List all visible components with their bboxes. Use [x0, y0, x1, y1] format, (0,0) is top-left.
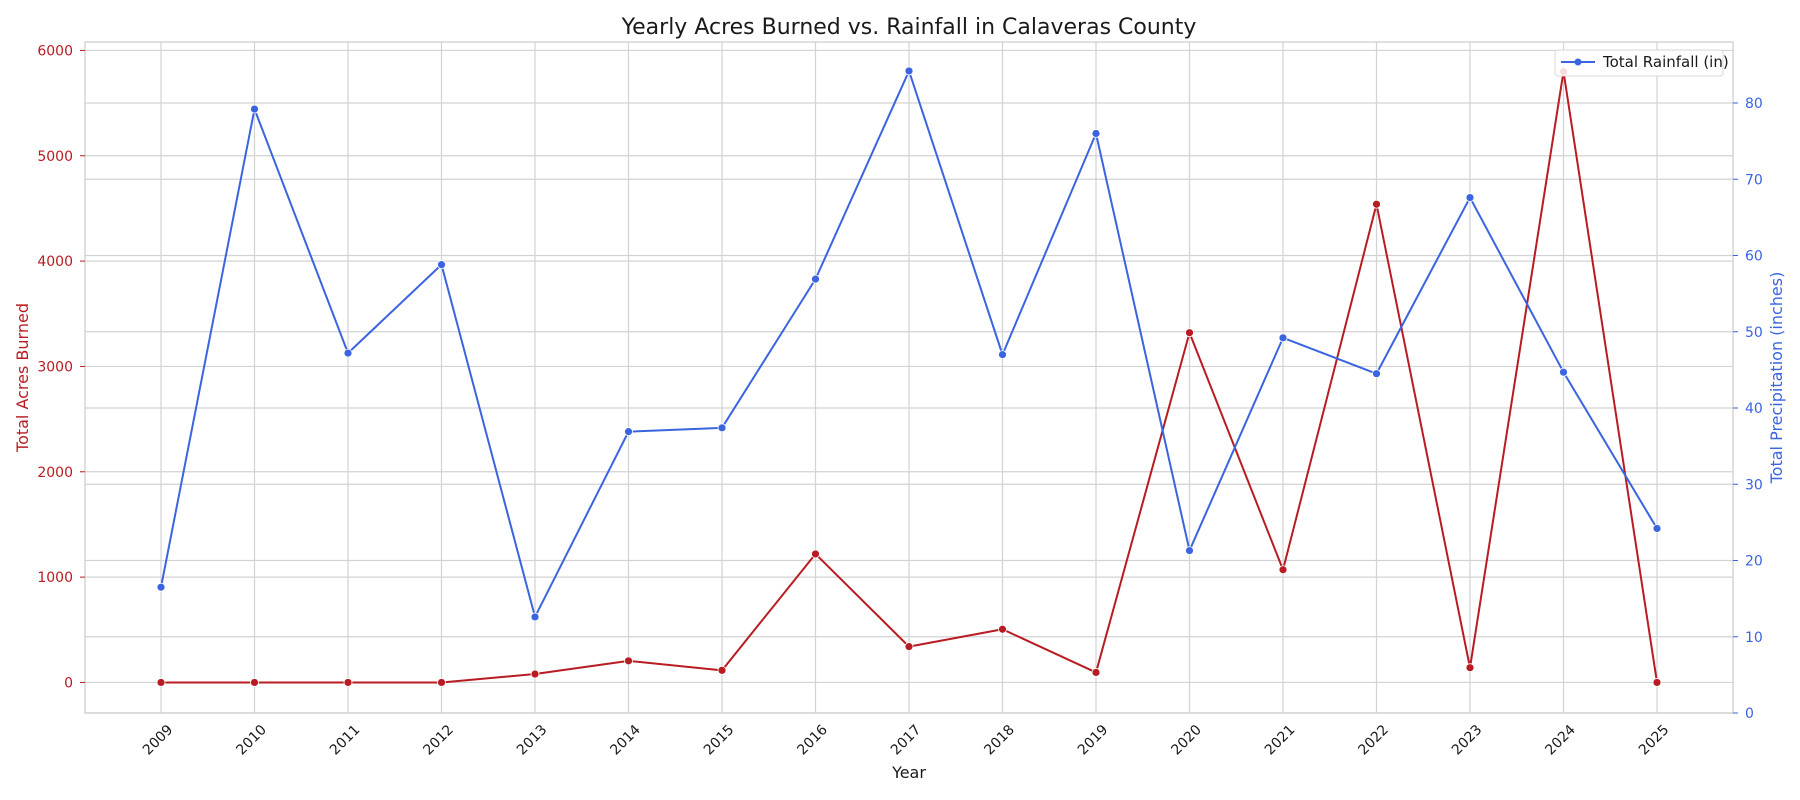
x-tick-label: 2024 [1542, 722, 1579, 759]
acres-burned-point [250, 678, 259, 687]
acres-burned-point [437, 678, 446, 687]
y-left-tick-label: 3000 [37, 359, 73, 375]
y-right-tick-label: 30 [1745, 477, 1763, 493]
legend-label-rainfall: Total Rainfall (in) [1602, 53, 1729, 71]
rainfall-point [1372, 369, 1381, 379]
acres-burned-point [1091, 668, 1101, 677]
y-right-tick-label: 60 [1745, 249, 1763, 265]
y-right-tick-label: 20 [1745, 554, 1763, 570]
acres-burned-point [156, 678, 166, 687]
x-tick-label: 2019 [1075, 722, 1112, 759]
acres-burned-point [998, 624, 1007, 634]
rainfall-point [904, 66, 914, 76]
x-tick-label: 2020 [1168, 722, 1205, 759]
legend-box [1554, 49, 1724, 77]
y-right-tick-label: 40 [1745, 401, 1763, 417]
acres-burned-point [904, 642, 914, 652]
acres-burned-point [1465, 663, 1475, 673]
acres-burned-point [1185, 328, 1194, 338]
y-right-tick-label: 70 [1745, 172, 1763, 188]
rainfall-point [1185, 546, 1194, 555]
rainfall-point [1091, 129, 1101, 138]
acres-burned-point [624, 656, 633, 666]
y-left-tick-label: 0 [64, 675, 73, 691]
acres-burned-point [530, 669, 540, 679]
rainfall-point [624, 427, 633, 437]
x-tick-label: 2016 [794, 722, 831, 759]
rainfall-point [1559, 367, 1568, 377]
y-right-tick-label: 50 [1745, 325, 1763, 341]
y-right-tick-label: 80 [1745, 96, 1763, 112]
rainfall-point [1278, 333, 1288, 343]
x-tick-label: 2010 [233, 722, 270, 759]
acres-burned-point [811, 549, 820, 559]
rainfall-point [250, 104, 259, 114]
legend-marker-swatch [1574, 58, 1582, 66]
y-left-tick-label: 1000 [37, 570, 73, 586]
acres-burned-point [1278, 565, 1288, 575]
x-tick-label: 2021 [1262, 722, 1299, 759]
x-tick-label: 2011 [327, 722, 364, 759]
rainfall-point [717, 423, 727, 433]
chart-title: Yearly Acres Burned vs. Rainfall in Cala… [621, 15, 1197, 40]
rainfall-point [437, 260, 446, 270]
acres-burned-point [717, 665, 727, 675]
x-tick-label: 2017 [888, 722, 925, 759]
y-left-tick-label: 5000 [37, 149, 73, 165]
y-left-tick-label: 4000 [37, 254, 73, 270]
x-tick-label: 2025 [1636, 722, 1673, 759]
acres-burned-point [1372, 199, 1381, 209]
y-axis-left-label: Total Acres Burned [13, 303, 32, 453]
acres-burned-point [1652, 678, 1662, 687]
rainfall-point [156, 582, 166, 592]
y-right-tick-label: 10 [1745, 630, 1763, 646]
tick-layer: 2009 2010 2011 2012 2013 2014 2015 2016 2017 2018… [37, 43, 1762, 758]
y-left-tick-label: 2000 [37, 465, 73, 481]
x-tick-label: 2022 [1355, 722, 1392, 759]
series-layer [156, 66, 1662, 687]
rainfall-point [1652, 524, 1662, 533]
x-tick-label: 2009 [140, 722, 177, 759]
rainfall-point [343, 348, 353, 358]
plot-frame [84, 41, 1734, 714]
rainfall-point [530, 612, 540, 622]
rainfall-point [1465, 193, 1475, 202]
grid-layer [85, 42, 1733, 714]
acres-burned-point [343, 678, 353, 687]
y-left-tick-label: 6000 [37, 43, 73, 59]
y-right-tick-label: 0 [1745, 706, 1754, 722]
x-tick-label: 2012 [420, 722, 457, 759]
legend: Total Rainfall (in) [1554, 49, 1729, 77]
x-tick-label: 2013 [514, 722, 551, 759]
x-axis-label: Year [891, 763, 926, 782]
rainfall-point [998, 350, 1007, 360]
x-tick-label: 2014 [607, 722, 644, 759]
x-tick-label: 2018 [981, 722, 1018, 759]
x-tick-label: 2015 [701, 722, 738, 759]
y-axis-right-label: Total Precipitation (inches) [1767, 272, 1786, 485]
rainfall-point [811, 274, 820, 284]
x-tick-label: 2023 [1449, 722, 1486, 759]
